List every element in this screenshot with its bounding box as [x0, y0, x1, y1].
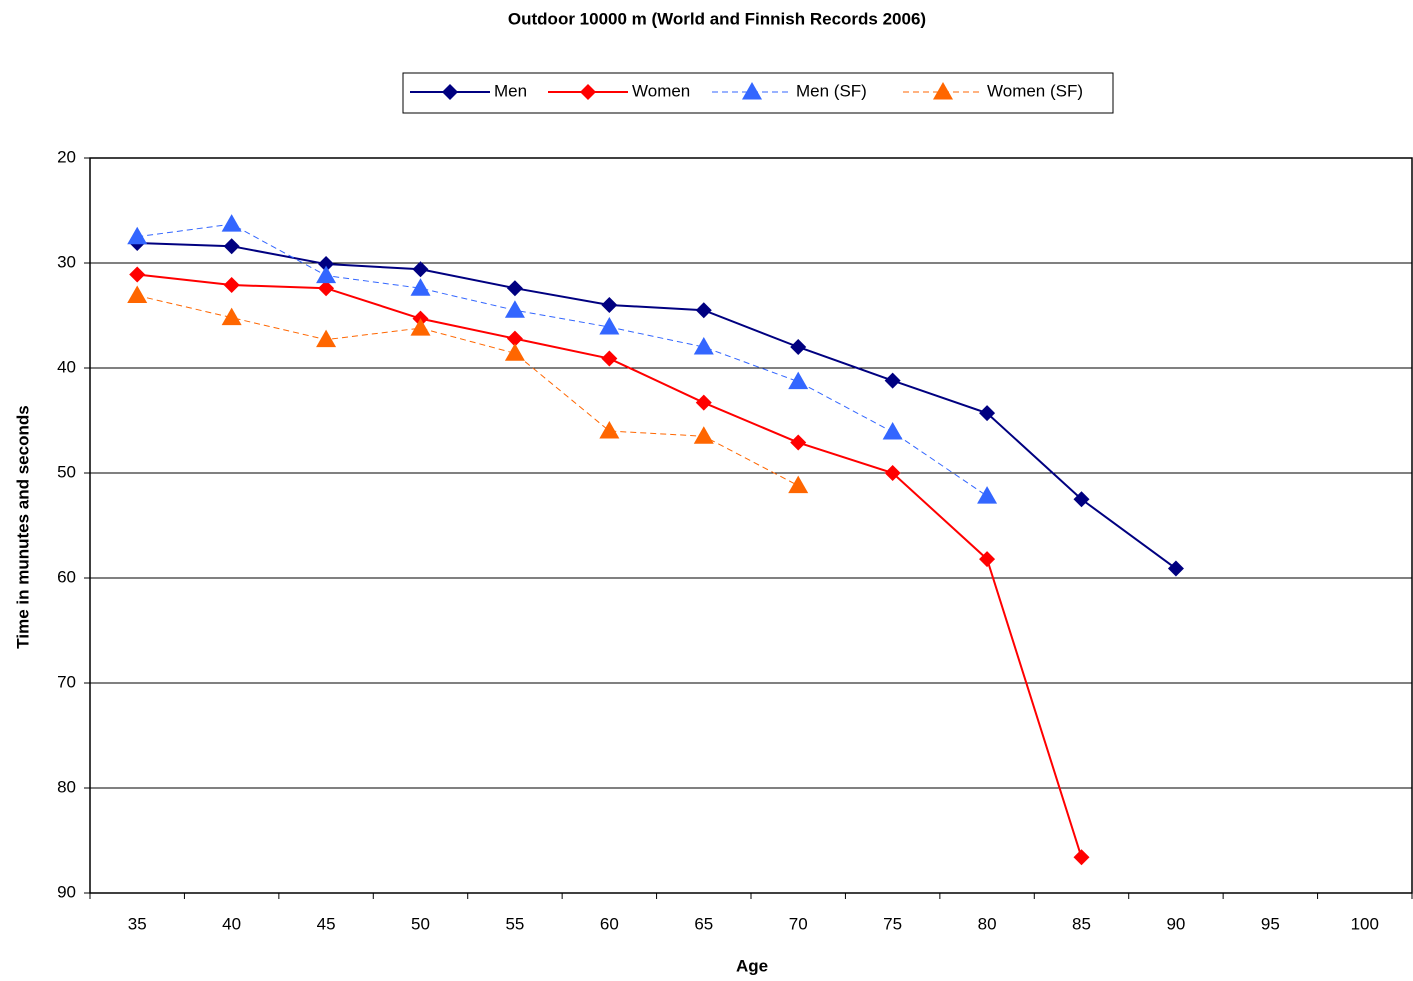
plot-border: [89, 157, 1413, 894]
data-point: [979, 405, 996, 422]
data-point: [977, 486, 998, 504]
legend-label: Men: [494, 81, 527, 100]
x-tick-label: 85: [1072, 914, 1091, 933]
y-tick-label: 80: [57, 777, 76, 796]
data-point: [979, 551, 996, 568]
series-line: [137, 223, 988, 497]
data-point: [1073, 849, 1090, 866]
data-point: [882, 422, 903, 440]
data-point: [316, 265, 337, 284]
data-point: [504, 300, 525, 318]
y-tick-label: 60: [57, 567, 76, 586]
data-point: [127, 226, 148, 245]
x-tick-label: 70: [789, 914, 808, 933]
legend-marker: [742, 82, 762, 100]
y-tick-label: 70: [57, 672, 76, 691]
data-point: [223, 238, 240, 255]
x-tick-label: 60: [600, 914, 619, 933]
x-tick-label: 90: [1166, 914, 1185, 933]
data-point: [693, 426, 714, 444]
data-point: [788, 371, 809, 390]
data-point: [410, 318, 431, 336]
data-point: [599, 421, 620, 439]
data-point: [223, 277, 240, 294]
y-axis-title: Time in munutes and seconds: [13, 405, 32, 648]
x-tick-label: 65: [694, 914, 713, 933]
data-point: [1073, 491, 1090, 508]
data-point: [221, 307, 242, 326]
x-tick-label: 80: [978, 914, 997, 933]
x-tick-label: 75: [883, 914, 902, 933]
legend-marker: [933, 82, 953, 100]
data-point: [316, 329, 337, 348]
legend-label: Women: [632, 81, 690, 100]
data-point: [884, 372, 901, 389]
data-point: [221, 214, 242, 232]
chart-title: Outdoor 10000 m (World and Finnish Recor…: [508, 9, 926, 28]
data-point: [601, 350, 618, 367]
legend-label: Men (SF): [796, 81, 867, 100]
data-point: [790, 339, 807, 355]
data-point: [601, 297, 618, 313]
data-point: [412, 261, 429, 278]
x-tick-label: 100: [1351, 914, 1379, 933]
data-point: [318, 256, 335, 273]
legend-marker: [580, 84, 596, 100]
data-point: [504, 343, 525, 361]
data-point: [884, 465, 901, 481]
data-point: [788, 475, 809, 494]
x-tick-label: 45: [317, 914, 336, 933]
legend-marker: [442, 84, 458, 100]
data-point: [695, 302, 712, 319]
data-point: [410, 278, 431, 296]
legend-label: Women (SF): [987, 81, 1083, 100]
data-point: [318, 280, 335, 297]
x-tick-label: 95: [1261, 914, 1280, 933]
data-point: [1167, 560, 1184, 577]
x-tick-label: 55: [505, 914, 524, 933]
y-tick-label: 40: [57, 357, 76, 376]
y-tick-label: 50: [57, 462, 76, 481]
data-point: [693, 337, 714, 355]
data-point: [127, 285, 148, 304]
y-tick-label: 30: [57, 252, 76, 271]
x-tick-label: 35: [128, 914, 147, 933]
x-tick-label: 40: [222, 914, 241, 933]
series-line: [137, 295, 799, 487]
data-point: [506, 330, 523, 347]
data-point: [695, 394, 712, 411]
data-point: [599, 317, 620, 335]
series-line: [137, 242, 1177, 570]
data-point: [506, 280, 523, 297]
y-tick-label: 20: [57, 147, 76, 166]
x-tick-label: 50: [411, 914, 430, 933]
y-tick-label: 90: [57, 882, 76, 901]
data-point: [129, 266, 146, 283]
x-axis-title: Age: [736, 956, 768, 975]
data-point: [790, 434, 807, 451]
